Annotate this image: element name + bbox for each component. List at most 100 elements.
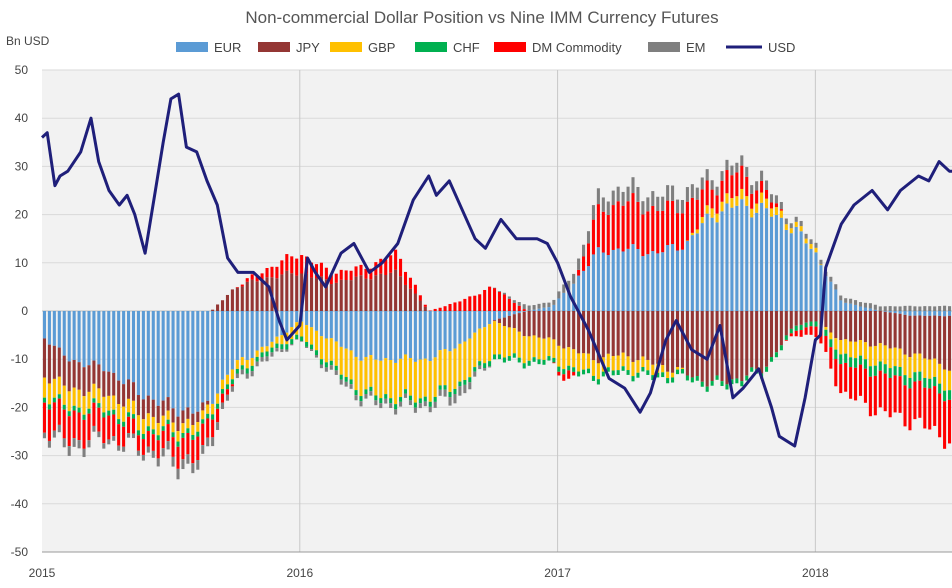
bar-dm-commodity bbox=[483, 289, 487, 311]
bar-chf bbox=[186, 428, 190, 433]
bar-dm-commodity bbox=[695, 199, 699, 230]
bar-em bbox=[285, 349, 289, 352]
bar-dm-commodity bbox=[77, 412, 81, 441]
bar-eur bbox=[191, 311, 195, 414]
bar-eur bbox=[216, 311, 220, 394]
bar-jpy bbox=[854, 311, 858, 342]
bar-em bbox=[641, 201, 645, 215]
bar-dm-commodity bbox=[156, 440, 160, 459]
bar-em bbox=[354, 395, 358, 401]
bar-gbp bbox=[216, 393, 220, 404]
bar-eur bbox=[938, 311, 942, 316]
bar-chf bbox=[918, 371, 922, 381]
bar-dm-commodity bbox=[275, 266, 279, 279]
bar-gbp bbox=[374, 359, 378, 396]
bar-chf bbox=[710, 381, 714, 386]
bar-chf bbox=[300, 336, 304, 342]
bar-em bbox=[216, 422, 220, 430]
bar-jpy bbox=[206, 400, 210, 405]
bar-eur bbox=[473, 311, 477, 333]
bar-em bbox=[418, 403, 422, 409]
bar-dm-commodity bbox=[399, 258, 403, 277]
bar-eur bbox=[389, 311, 393, 361]
bar-chf bbox=[552, 357, 556, 363]
bar-em bbox=[206, 437, 210, 447]
bar-jpy bbox=[878, 311, 882, 344]
bar-jpy bbox=[136, 395, 140, 416]
bar-em bbox=[211, 437, 215, 447]
bar-chf bbox=[883, 364, 887, 374]
bar-chf bbox=[131, 414, 136, 419]
bar-gbp bbox=[671, 372, 675, 378]
bar-eur bbox=[107, 311, 111, 372]
bar-dm-commodity bbox=[384, 259, 388, 276]
bar-gbp bbox=[250, 358, 254, 366]
bar-eur bbox=[784, 229, 788, 311]
bar-dm-commodity bbox=[468, 296, 472, 311]
bar-dm-commodity bbox=[295, 258, 299, 276]
bar-dm-commodity bbox=[675, 213, 680, 251]
bar-eur bbox=[374, 311, 378, 360]
bar-dm-commodity bbox=[809, 326, 813, 335]
bar-dm-commodity bbox=[636, 201, 640, 249]
bar-eur bbox=[82, 311, 86, 368]
bar-chf bbox=[507, 356, 511, 361]
bar-chf bbox=[344, 377, 348, 382]
bar-eur bbox=[621, 251, 625, 311]
bar-jpy bbox=[675, 311, 680, 368]
bar-chf bbox=[191, 434, 195, 440]
bar-dm-commodity bbox=[280, 260, 284, 275]
bar-chf bbox=[928, 378, 932, 389]
bar-gbp bbox=[532, 335, 536, 358]
bar-gbp bbox=[680, 367, 684, 370]
bar-chf bbox=[572, 367, 576, 372]
bar-gbp bbox=[591, 360, 595, 376]
bar-gbp bbox=[428, 361, 432, 402]
bar-jpy bbox=[151, 399, 155, 417]
bar-gbp bbox=[784, 224, 788, 230]
bar-gbp bbox=[310, 327, 314, 345]
bar-em bbox=[685, 187, 689, 202]
bar-chf bbox=[522, 363, 526, 369]
bar-eur bbox=[403, 311, 408, 355]
bar-gbp bbox=[225, 374, 229, 385]
bar-gbp bbox=[596, 363, 600, 380]
bar-dm-commodity bbox=[512, 302, 516, 311]
bar-jpy bbox=[933, 315, 937, 359]
bar-gbp bbox=[458, 343, 462, 382]
bar-jpy bbox=[300, 273, 304, 311]
bar-eur bbox=[863, 307, 867, 311]
bar-em bbox=[547, 302, 551, 308]
bar-gbp bbox=[567, 347, 571, 366]
bar-em bbox=[839, 295, 843, 301]
bar-chf bbox=[403, 389, 408, 394]
bar-em bbox=[671, 185, 675, 201]
bar-chf bbox=[606, 367, 610, 372]
bar-jpy bbox=[888, 312, 892, 349]
bar-chf bbox=[399, 397, 403, 402]
bar-jpy bbox=[324, 279, 328, 311]
bar-gbp bbox=[730, 198, 734, 208]
bar-em bbox=[908, 305, 912, 311]
bar-em bbox=[186, 454, 190, 464]
bar-chf bbox=[225, 384, 229, 390]
bar-em bbox=[270, 352, 274, 357]
bar-dm-commodity bbox=[443, 306, 447, 311]
bar-jpy bbox=[339, 279, 343, 311]
bar-jpy bbox=[52, 345, 56, 379]
bar-jpy bbox=[334, 282, 338, 311]
bar-eur bbox=[537, 308, 541, 311]
bar-jpy bbox=[903, 314, 907, 355]
bar-eur bbox=[883, 311, 887, 312]
bar-chf bbox=[468, 377, 472, 383]
bar-gbp bbox=[690, 232, 694, 236]
legend-label: USD bbox=[768, 40, 795, 55]
bar-chf bbox=[107, 410, 111, 416]
bar-eur bbox=[206, 311, 210, 401]
bar-em bbox=[502, 292, 506, 295]
bar-chf bbox=[295, 334, 299, 340]
bar-chf bbox=[92, 398, 96, 403]
bar-chf bbox=[47, 404, 51, 410]
bar-eur bbox=[438, 311, 442, 351]
bar-jpy bbox=[305, 273, 309, 311]
